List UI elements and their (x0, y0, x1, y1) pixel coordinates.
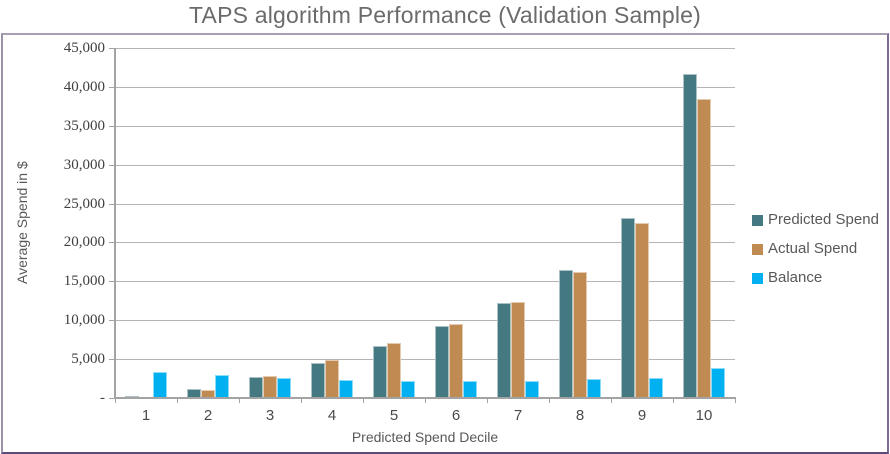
gridline (115, 320, 735, 322)
bar-balance-decile-3 (277, 377, 291, 398)
y-tick-label: 30,000 (63, 156, 105, 173)
x-axis-tick (735, 399, 736, 403)
x-tick-label: 8 (575, 407, 585, 424)
gridline (115, 125, 735, 127)
x-axis-tick (549, 399, 550, 403)
x-axis-tick (115, 399, 116, 403)
y-axis-tick (109, 203, 114, 205)
bar-actual-spend-decile-9 (635, 223, 649, 398)
gridline (115, 242, 735, 244)
bar-actual-spend-decile-4 (325, 359, 339, 398)
bar-actual-spend-decile-8 (573, 272, 587, 398)
bar-balance-decile-4 (339, 379, 353, 398)
x-tick-label: 3 (265, 407, 275, 424)
gridline (115, 281, 735, 283)
x-axis-tick (177, 399, 178, 403)
bar-predicted-spend-decile-10 (683, 74, 697, 398)
bar-balance-decile-10 (711, 367, 725, 398)
gridline (115, 359, 735, 361)
chart-title: TAPS algorithm Performance (Validation S… (189, 2, 701, 28)
bar-predicted-spend-decile-9 (621, 217, 635, 398)
bar-balance-decile-5 (401, 380, 415, 398)
legend-label: Balance (768, 269, 823, 286)
gridline (115, 164, 735, 166)
x-tick-label: 7 (513, 407, 523, 424)
x-tick-label: 1 (141, 407, 151, 424)
bar-actual-spend-decile-3 (263, 376, 277, 398)
x-tick-label: 10 (695, 407, 713, 424)
legend-item-balance: Balance (752, 270, 822, 286)
legend-label: Actual Spend (768, 240, 858, 257)
bar-predicted-spend-decile-6 (435, 326, 449, 398)
y-axis-tick (109, 242, 114, 244)
y-axis-title: Average Spend in $ (14, 161, 30, 285)
x-tick-label: 4 (327, 407, 337, 424)
legend-swatch-predicted-spend (752, 214, 763, 226)
y-axis-tick (109, 281, 114, 283)
y-axis-tick (109, 125, 114, 127)
bar-actual-spend-decile-5 (387, 343, 401, 398)
bar-balance-decile-2 (215, 374, 229, 398)
legend-item-actual-spend: Actual Spend (752, 241, 857, 257)
legend-label: Predicted Spend (768, 211, 879, 228)
bar-predicted-spend-decile-5 (373, 345, 387, 398)
x-axis-line (114, 397, 736, 399)
bar-balance-decile-6 (463, 380, 477, 398)
x-axis-tick (363, 399, 364, 403)
y-tick-label: 45,000 (63, 40, 105, 56)
bar-balance-decile-8 (587, 379, 601, 398)
y-axis-line (114, 48, 116, 399)
x-tick-label: 2 (203, 407, 213, 424)
y-axis-tick (109, 164, 114, 166)
gridline (115, 203, 735, 205)
bar-balance-decile-7 (525, 380, 539, 398)
legend-swatch-actual-spend (752, 243, 763, 255)
y-axis-tick (109, 359, 114, 361)
y-axis-tick (109, 398, 114, 399)
x-axis-tick (425, 399, 426, 403)
bar-predicted-spend-decile-7 (497, 303, 511, 398)
y-tick-label: - (100, 390, 105, 406)
legend-item-predicted-spend: Predicted Spend (752, 212, 879, 228)
y-tick-label: 20,000 (63, 234, 105, 251)
bar-predicted-spend-decile-3 (249, 377, 263, 398)
bar-predicted-spend-decile-2 (187, 388, 201, 398)
y-tick-label: 10,000 (63, 312, 105, 329)
x-axis-tick (487, 399, 488, 403)
bar-predicted-spend-decile-8 (559, 269, 573, 398)
bar-actual-spend-decile-7 (511, 302, 525, 398)
gridline (115, 48, 735, 49)
x-tick-label: 9 (637, 407, 647, 424)
x-tick-label: 6 (451, 407, 461, 424)
x-axis-tick (239, 399, 240, 403)
y-tick-label: 15,000 (63, 273, 105, 290)
bar-balance-decile-1 (153, 372, 167, 398)
bar-actual-spend-decile-6 (449, 324, 463, 398)
bar-balance-decile-9 (649, 377, 663, 398)
y-tick-label: 25,000 (63, 195, 105, 212)
bar-actual-spend-decile-10 (697, 99, 711, 398)
x-axis-title: Predicted Spend Decile (351, 429, 499, 445)
bar-predicted-spend-decile-4 (311, 362, 325, 398)
y-tick-label: 35,000 (63, 117, 105, 134)
y-axis-tick (109, 86, 114, 88)
gridline (115, 86, 735, 88)
y-tick-label: 5,000 (71, 351, 105, 368)
bar-actual-spend-decile-2 (201, 390, 215, 398)
legend-swatch-balance (752, 272, 763, 284)
x-axis-tick (301, 399, 302, 403)
y-tick-label: 40,000 (63, 78, 105, 95)
y-axis-tick (109, 320, 114, 322)
x-axis-tick (673, 399, 674, 403)
x-tick-label: 5 (389, 407, 399, 424)
y-axis-tick (109, 48, 114, 49)
x-axis-tick (611, 399, 612, 403)
